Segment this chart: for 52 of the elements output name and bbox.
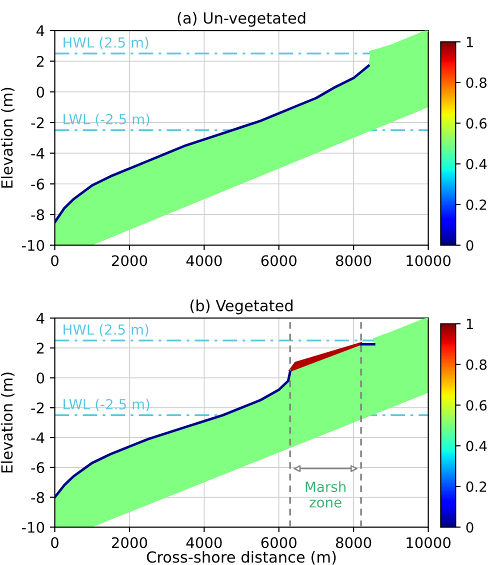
- color-bar-label: 0: [466, 522, 474, 533]
- x-tick-label: 10000: [406, 537, 451, 548]
- y-tick-label: -6: [31, 462, 44, 474]
- y-tick-label: 2: [36, 342, 44, 354]
- color-bar-label: 0: [466, 240, 474, 251]
- x-tick-label: 8000: [336, 255, 372, 266]
- x-tick-label: 6000: [261, 255, 296, 266]
- color-bar-label: 0.6: [466, 118, 487, 129]
- y-tick-label: -2: [31, 117, 44, 128]
- ref-line-label: HWL (2.5 m): [64, 37, 148, 50]
- y-tick-label: 2: [36, 56, 44, 67]
- x-tick-label: 4000: [186, 255, 222, 266]
- y-tick-label: -2: [31, 402, 44, 414]
- color-bar-label: 0.2: [466, 200, 486, 210]
- y-tick-label: 4: [36, 25, 44, 36]
- color-bar-label: 0.8: [466, 77, 487, 88]
- y-axis-title: Elevation (m): [0, 88, 15, 188]
- annotation: Marsh zone: [306, 481, 346, 508]
- y-tick-label: -10: [22, 240, 44, 251]
- y-axis-title: Elevation (m): [0, 372, 15, 472]
- x-tick-label: 2000: [112, 537, 148, 548]
- x-tick-label: 6000: [261, 537, 296, 548]
- ref-line-label: HWL (2.5 m): [64, 324, 148, 336]
- x-tick-label: 0: [51, 255, 58, 266]
- x-tick-label: 4000: [186, 537, 222, 548]
- line-series: [54, 370, 292, 499]
- y-tick-label: 4: [36, 313, 44, 324]
- color-bar-label: 0.4: [466, 158, 487, 170]
- y-tick-label: -10: [22, 522, 44, 533]
- ref-line-label: LWL (-2.5 m): [64, 398, 150, 412]
- x-tick-label: 0: [51, 537, 58, 548]
- y-tick-label: -8: [31, 209, 44, 220]
- y-tick-label: 0: [36, 86, 44, 98]
- color-bar-label: 1: [466, 318, 473, 330]
- color-bar-label: 0.2: [466, 481, 486, 492]
- ref-line-label: LWL (-2.5 m): [64, 114, 150, 126]
- y-tick-label: -8: [31, 492, 44, 504]
- color-bar-label: 1: [466, 36, 473, 48]
- color-bar-label: 0.6: [466, 400, 487, 411]
- y-tick-label: -4: [31, 148, 44, 159]
- x-tick-label: 10000: [406, 255, 451, 266]
- line-series: [54, 64, 370, 224]
- chart-title: (b) Vegetated: [190, 300, 292, 314]
- y-tick-label: 0: [36, 372, 44, 384]
- color-bar-label: 0.8: [466, 359, 487, 370]
- x-tick-label: 8000: [336, 537, 372, 548]
- chart-title: (a) Un-vegetated: [178, 12, 306, 27]
- x-axis-title: Cross-shore distance (m): [146, 550, 336, 565]
- color-bar-label: 0.4: [466, 440, 487, 452]
- y-tick-label: -6: [31, 178, 44, 190]
- x-tick-label: 2000: [112, 255, 148, 266]
- y-tick-label: -4: [31, 432, 44, 444]
